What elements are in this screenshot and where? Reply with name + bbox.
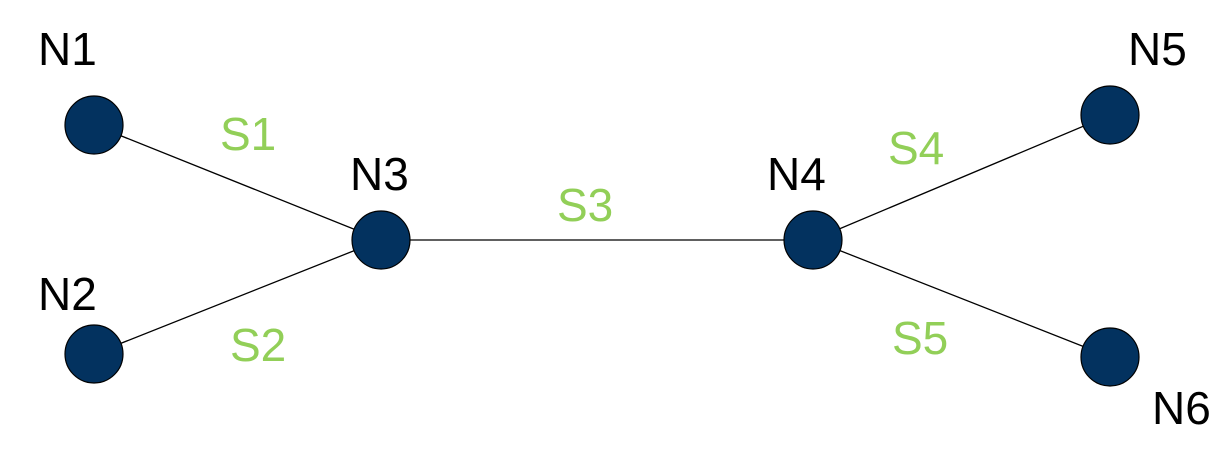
- edge-s1-line: [93, 124, 382, 241]
- nodes: [64, 85, 1140, 387]
- edge-s5-line: [812, 239, 1111, 358]
- edge-s4-label: S4: [888, 122, 944, 174]
- node-n3-label: N3: [350, 148, 409, 200]
- node-n4-circle: [783, 210, 843, 270]
- node-labels: N1 N2 N3 N4 N5 N6: [38, 23, 1211, 434]
- node-n2-circle: [64, 324, 124, 384]
- edges: [93, 114, 1111, 358]
- edge-s3-label: S3: [557, 179, 613, 231]
- node-n5-label: N5: [1128, 23, 1187, 75]
- edge-s4-line: [812, 114, 1111, 241]
- node-n6-circle: [1080, 327, 1140, 387]
- node-n6-label: N6: [1152, 382, 1211, 434]
- node-n5-circle: [1080, 85, 1140, 145]
- node-n1-circle: [64, 95, 124, 155]
- node-n4-label: N4: [767, 148, 826, 200]
- edge-s1-label: S1: [220, 108, 276, 160]
- node-n1-label: N1: [38, 23, 97, 75]
- edge-labels: S1 S2 S3 S4 S5: [220, 108, 948, 371]
- edge-s2-line: [93, 239, 382, 355]
- edge-s2-label: S2: [230, 319, 286, 371]
- edge-s5-label: S5: [892, 312, 948, 364]
- node-n2-label: N2: [38, 268, 97, 320]
- node-n3-circle: [351, 210, 411, 270]
